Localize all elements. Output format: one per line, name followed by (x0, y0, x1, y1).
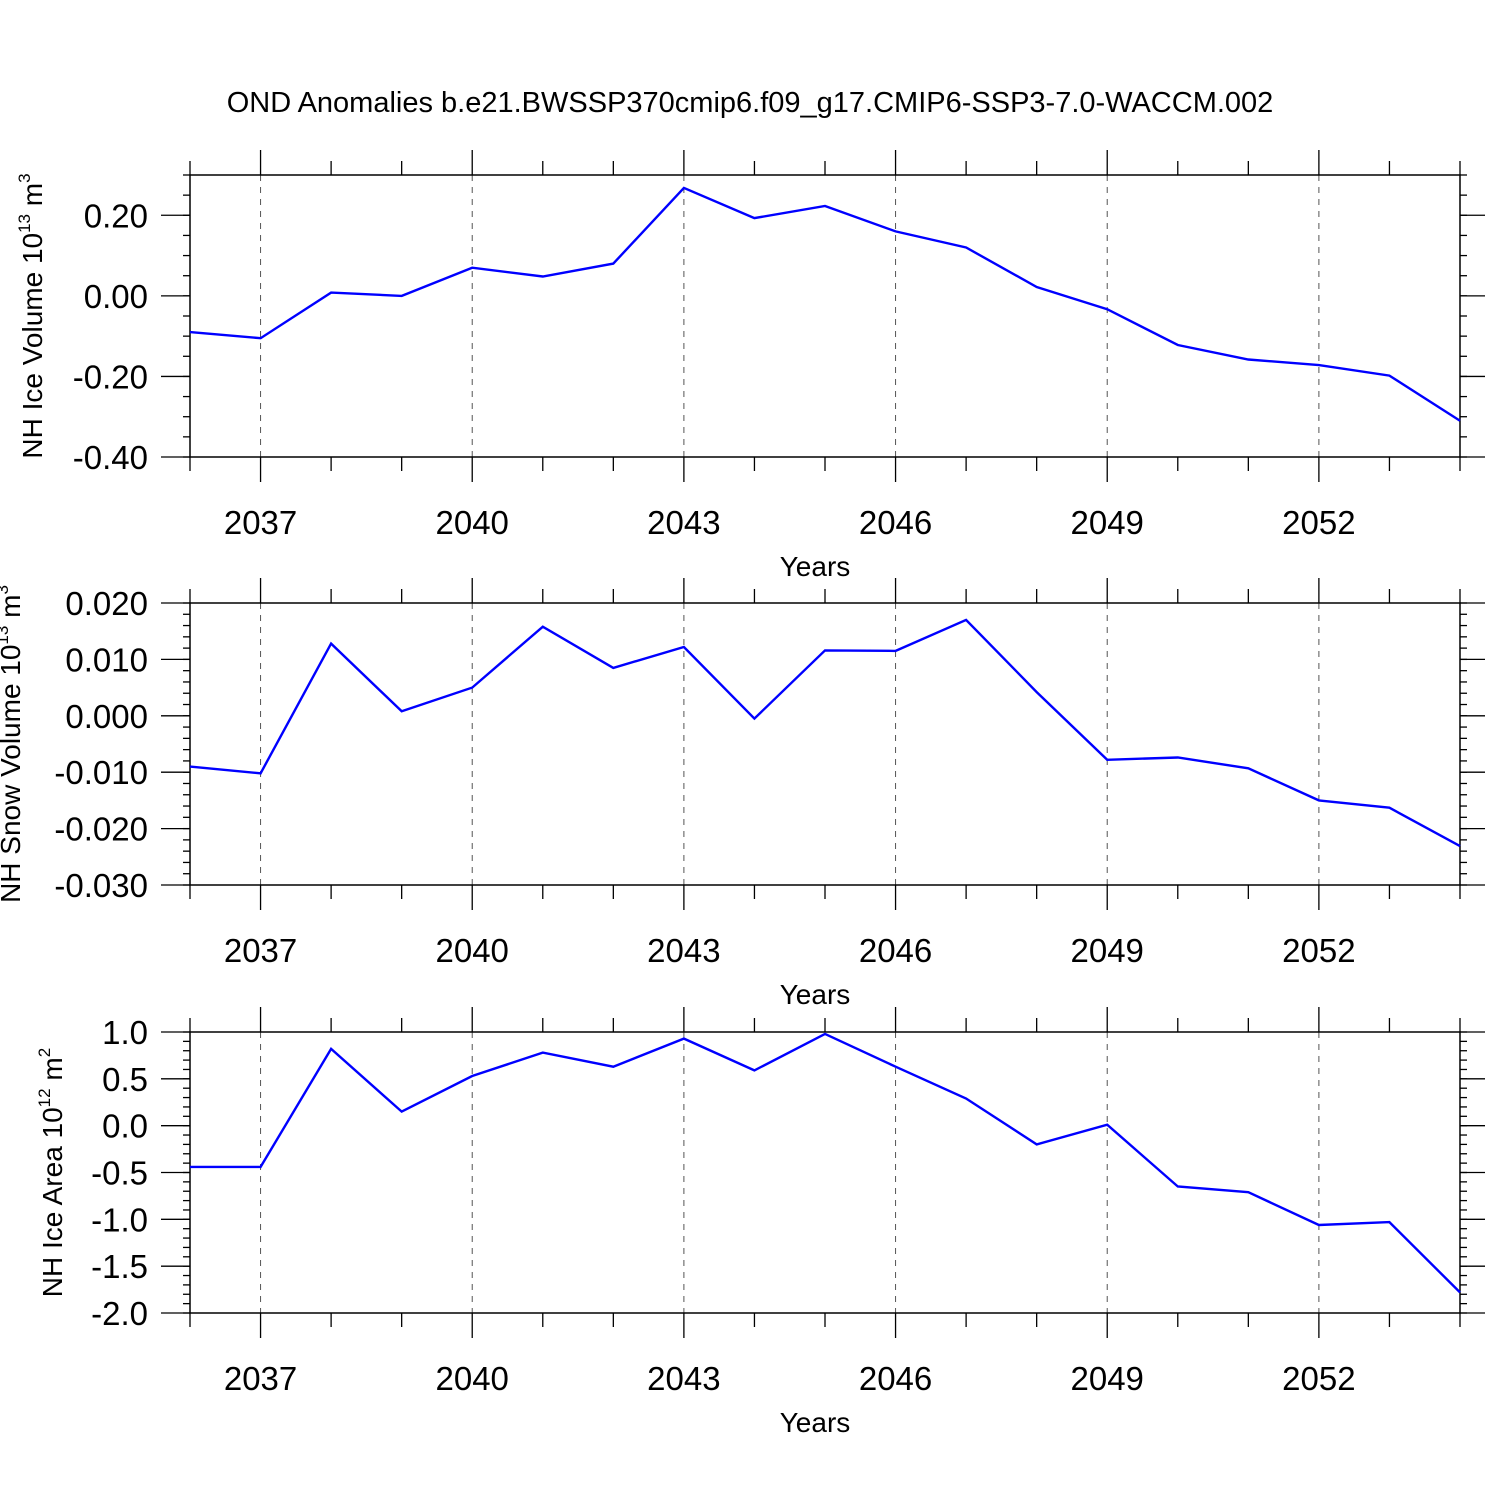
x-tick-label: 2040 (436, 1360, 509, 1397)
y-axis-label: NH Snow Volume 1013 m3 (0, 585, 26, 903)
y-tick-label: -0.40 (73, 439, 148, 476)
x-tick-label: 2046 (859, 504, 932, 541)
y-tick-label: -1.5 (91, 1248, 148, 1285)
plot-frame (189, 1031, 1461, 1314)
chart-panel-1: 2037 2040 2043 2046 2049 2052 -0.40 -0.20 0.00 0.… (15, 150, 1485, 582)
x-tick-label: 2049 (1071, 932, 1144, 969)
x-tick-label: 2049 (1071, 1360, 1144, 1397)
plot-frame (189, 602, 1461, 886)
y-tick-label: -0.020 (54, 811, 148, 848)
x-tick-label: 2049 (1071, 504, 1144, 541)
x-tick-label: 2037 (224, 1360, 297, 1397)
x-tick-label: 2043 (647, 1360, 720, 1397)
y-tick-label: 0.010 (65, 641, 148, 678)
series-line-1 (189, 618, 1461, 848)
y-tick-label: 0.0 (102, 1108, 148, 1145)
x-tick-label: 2043 (647, 504, 720, 541)
x-axis-label: Years (780, 551, 851, 582)
y-tick-label: -1.0 (91, 1201, 148, 1238)
x-tick-label: 2040 (436, 932, 509, 969)
x-tick-label: 2037 (224, 504, 297, 541)
y-tick-label: -2.0 (91, 1295, 148, 1332)
y-tick-label: 0.20 (84, 197, 148, 234)
panels: 2037 2040 2043 2046 2049 2052 -0.40 -0.20 0.00 0.… (0, 150, 1485, 1438)
y-axis-label: NH Ice Area 1012 m2 (35, 1048, 68, 1297)
y-tick-label: -0.030 (54, 867, 148, 904)
y-tick-label: 0.000 (65, 698, 148, 735)
series-line-1 (189, 186, 1461, 422)
x-tick-label: 2040 (436, 504, 509, 541)
x-axis-label: Years (780, 979, 851, 1010)
x-tick-label: 2052 (1282, 504, 1355, 541)
figure-title: OND Anomalies b.e21.BWSSP370cmip6.f09_g1… (227, 87, 1274, 119)
x-tick-label: 2052 (1282, 932, 1355, 969)
chart-panel-2: 2037 2040 2043 2046 2049 2052 -0.030 -0.020 -0.0… (0, 578, 1485, 1010)
y-tick-label: 1.0 (102, 1014, 148, 1051)
y-tick-label: 0.5 (102, 1061, 148, 1098)
x-tick-label: 2046 (859, 1360, 932, 1397)
x-tick-label: 2037 (224, 932, 297, 969)
y-tick-label: -0.010 (54, 754, 148, 791)
series-line-1 (190, 1032, 1461, 1294)
x-tick-label: 2043 (647, 932, 720, 969)
y-tick-label: 0.00 (84, 278, 148, 315)
x-axis-label: Years (780, 1407, 851, 1438)
x-tick-label: 2046 (859, 932, 932, 969)
chart-panel-3: 2037 2040 2043 2046 2049 2052 -2.0 -1.5 -1.0 -0.5… (35, 1007, 1485, 1438)
y-tick-label: 0.020 (65, 585, 148, 622)
plot-frame (189, 174, 1461, 458)
y-tick-label: -0.20 (73, 358, 148, 395)
y-tick-label: -0.5 (91, 1155, 148, 1192)
y-axis-label: NH Ice Volume 1013 m3 (15, 173, 48, 458)
x-tick-label: 2052 (1282, 1360, 1355, 1397)
